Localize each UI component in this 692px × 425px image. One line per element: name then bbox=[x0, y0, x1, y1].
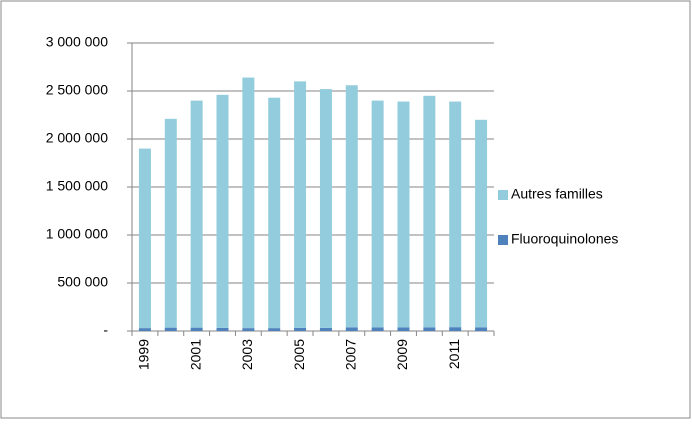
bar-segment bbox=[423, 95, 436, 328]
bar-segment bbox=[319, 327, 332, 331]
x-tick-label: 2003 bbox=[239, 339, 255, 370]
bar-segment bbox=[216, 327, 229, 331]
legend-swatch bbox=[498, 235, 508, 245]
x-tick-label: 2011 bbox=[446, 339, 462, 369]
bar-segment bbox=[397, 327, 410, 331]
bar-segment bbox=[294, 81, 307, 328]
y-tick-label: 2 500 000 bbox=[46, 82, 108, 98]
y-tick-label: 2 000 000 bbox=[46, 130, 108, 146]
y-tick-label: - bbox=[103, 322, 108, 338]
legend-swatch bbox=[498, 190, 508, 200]
bar-segment bbox=[319, 89, 332, 328]
y-tick-label: 500 000 bbox=[57, 274, 108, 290]
bar-segment bbox=[164, 327, 177, 331]
bar-segment bbox=[268, 97, 281, 329]
bar-segment bbox=[242, 77, 255, 329]
bar-segment bbox=[138, 148, 151, 329]
bar-segment bbox=[216, 94, 229, 328]
bar-segment bbox=[190, 327, 203, 331]
legend-label: Autres familles bbox=[511, 186, 603, 202]
bar-segment bbox=[449, 101, 462, 328]
bar-segment bbox=[475, 327, 488, 331]
bar-segment bbox=[190, 100, 203, 328]
bar-segment bbox=[164, 118, 177, 328]
bar-segment bbox=[138, 328, 151, 331]
x-tick-label: 1999 bbox=[136, 339, 152, 370]
y-tick-label: 1 500 000 bbox=[46, 178, 108, 194]
y-tick-label: 3 000 000 bbox=[46, 34, 108, 50]
legend-label: Fluoroquinolones bbox=[511, 231, 618, 247]
bar-segment bbox=[449, 327, 462, 331]
x-tick-label: 2005 bbox=[291, 339, 307, 370]
bar-segment bbox=[371, 100, 384, 328]
bar-segment bbox=[294, 327, 307, 331]
y-tick-label: 1 000 000 bbox=[46, 226, 108, 242]
bar-segment bbox=[475, 119, 488, 328]
bar-segment bbox=[345, 327, 358, 331]
x-tick-label: 2009 bbox=[394, 339, 410, 370]
bar-segment bbox=[423, 327, 436, 331]
bar-segment bbox=[397, 101, 410, 328]
bar-segment bbox=[268, 328, 281, 331]
x-tick-label: 2001 bbox=[187, 339, 203, 370]
bar-segment bbox=[345, 85, 358, 328]
bar-segment bbox=[371, 327, 384, 331]
bar-segment bbox=[242, 328, 255, 331]
x-tick-label: 2007 bbox=[342, 339, 358, 370]
